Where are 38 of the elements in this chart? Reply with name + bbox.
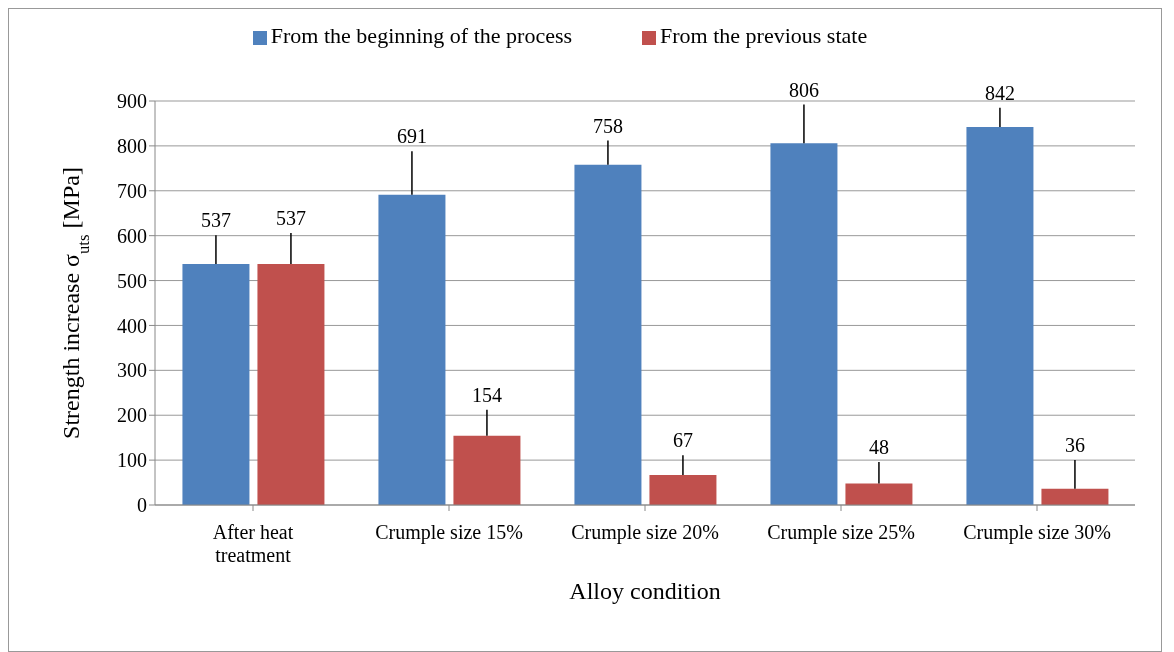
x-tick-label: Crumple size 25% <box>767 521 915 544</box>
data-label: 537 <box>200 209 231 232</box>
legend-label: From the beginning of the process <box>270 23 573 48</box>
y-tick-label: 700 <box>117 179 147 202</box>
bar <box>378 194 446 505</box>
data-label: 36 <box>1064 434 1085 457</box>
data-label: 48 <box>868 435 889 458</box>
bar <box>182 263 250 505</box>
bar <box>574 164 642 505</box>
x-tick-label: Crumple size 30% <box>963 521 1111 544</box>
y-tick-label: 900 <box>117 90 147 113</box>
x-tick-label: Crumple size 20% <box>571 521 719 544</box>
y-tick-label: 800 <box>117 134 147 157</box>
legend-label: From the previous state <box>660 23 868 48</box>
y-tick-label: 300 <box>117 359 147 382</box>
data-label: 67 <box>672 429 693 452</box>
y-tick-label: 400 <box>117 314 147 337</box>
bar <box>770 143 838 505</box>
data-label: 537 <box>275 206 306 229</box>
y-tick-label: 600 <box>117 224 147 247</box>
bar <box>453 435 521 505</box>
bar <box>966 127 1034 505</box>
x-tick-label: Crumple size 15% <box>375 521 523 544</box>
x-axis-title: Alloy condition <box>569 578 721 604</box>
bar <box>257 263 325 505</box>
bar <box>1041 488 1109 505</box>
data-label: 758 <box>592 114 623 137</box>
y-tick-label: 0 <box>137 494 147 517</box>
bar <box>845 483 913 505</box>
x-tick-label: After heat treatment <box>212 521 294 566</box>
y-tick-label: 100 <box>117 449 147 472</box>
data-label: 842 <box>984 81 1015 104</box>
data-label: 691 <box>396 125 427 148</box>
data-label: 154 <box>471 383 502 406</box>
y-tick-label: 200 <box>117 404 147 427</box>
y-tick-label: 500 <box>117 269 147 292</box>
data-label: 806 <box>788 78 819 101</box>
bar <box>649 474 717 505</box>
